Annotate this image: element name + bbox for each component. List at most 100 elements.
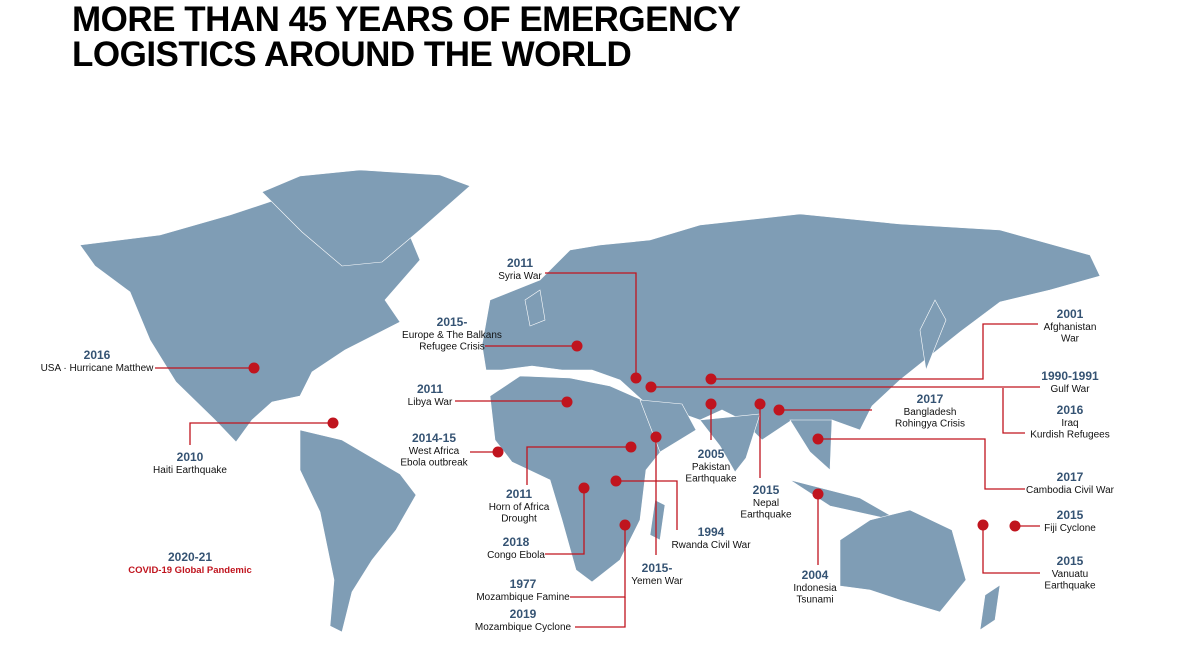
location-dot (812, 433, 824, 445)
connector (711, 323, 1038, 380)
event-year: 2018 (503, 535, 530, 549)
event-label: USA · Hurricane Matthew (41, 363, 155, 374)
location-dot (327, 417, 339, 429)
location-dot (492, 446, 504, 458)
connector (982, 525, 1040, 574)
location-dot (705, 373, 717, 385)
event-year: 2001 (1057, 307, 1084, 321)
event-label: Gulf War (1050, 384, 1090, 395)
location-dot (1009, 520, 1021, 532)
event-label: Afghanistan (1044, 322, 1097, 333)
location-dot (773, 404, 785, 416)
event-label: Bangladesh (904, 407, 957, 418)
event-year: 2005 (698, 447, 725, 461)
event-year: 2019 (510, 607, 537, 621)
connector (616, 480, 678, 530)
location-dot (645, 381, 657, 393)
britain (524, 289, 546, 327)
title: MORE THAN 45 YEARS OF EMERGENCY LOGISTIC… (72, 2, 741, 74)
location-dot (619, 519, 631, 531)
location-dot (625, 441, 637, 453)
event-label: Yemen War (631, 576, 683, 587)
location-dot (610, 475, 622, 487)
location-dot (705, 398, 717, 410)
location-dot (977, 519, 989, 531)
connector (545, 272, 637, 378)
event-label: Iraq (1061, 418, 1078, 429)
event-label: Rwanda Civil War (671, 540, 751, 551)
event-year: 2004 (802, 568, 829, 582)
event-year: 2015 (1057, 508, 1084, 522)
event-label: Horn of Africa (489, 502, 550, 513)
location-dot (812, 488, 824, 500)
event-year: 2011 (506, 487, 532, 501)
event-year: 2015- (437, 315, 468, 329)
location-dot (578, 482, 590, 494)
indonesia (789, 479, 903, 523)
southeast-asia (789, 419, 833, 471)
event-year: 2017 (1057, 470, 1084, 484)
event-label: Congo Ebola (487, 550, 545, 561)
australia (839, 509, 967, 613)
event-label: Fiji Cyclone (1044, 523, 1096, 534)
event-label: Cambodia Civil War (1026, 485, 1115, 496)
india (699, 413, 761, 473)
event-label: Drought (501, 514, 537, 525)
event-year: 1990-1991 (1041, 369, 1099, 383)
event-label: COVID-19 Global Pandemic (128, 565, 252, 576)
event-year: 2020-21 (168, 550, 212, 564)
event-label: Kurdish Refugees (1030, 430, 1110, 441)
event-label: Indonesia (793, 583, 837, 594)
location-dot (630, 372, 642, 384)
event-label: Vanuatu (1052, 569, 1089, 580)
event-year: 2017 (917, 392, 944, 406)
event-year: 2015 (753, 483, 780, 497)
eurasia (481, 213, 1101, 441)
connector (818, 438, 1025, 490)
event-year: 2010 (177, 450, 204, 464)
event-label: Earthquake (740, 510, 792, 521)
event-year: 2014-15 (412, 431, 456, 445)
event-year: 2016 (84, 348, 111, 362)
connector (575, 597, 626, 628)
event-year: 2011 (507, 256, 533, 270)
greenland (261, 169, 471, 267)
location-dot (754, 398, 766, 410)
event-year: 2015 (1057, 554, 1084, 568)
event-label: Nepal (753, 498, 779, 509)
new-zealand (979, 584, 1001, 631)
south-america (299, 429, 417, 633)
title-line: LOGISTICS AROUND THE WORLD (72, 35, 632, 74)
location-dot (248, 362, 260, 374)
connector (526, 446, 631, 485)
event-label: Rohingya Crisis (895, 419, 965, 430)
event-label: Mozambique Famine (476, 592, 570, 603)
event-label: Tsunami (796, 595, 833, 606)
event-label: Syria War (498, 271, 542, 282)
event-label: Pakistan (692, 462, 730, 473)
connector (1002, 388, 1025, 434)
event-label: West Africa (409, 446, 460, 457)
japan (919, 299, 947, 372)
event-label: Earthquake (1044, 581, 1096, 592)
event-year: 2015- (642, 561, 673, 575)
event-label: Haiti Earthquake (153, 465, 227, 476)
madagascar (649, 499, 666, 541)
event-label: War (1061, 334, 1080, 345)
location-dot (571, 340, 583, 352)
event-label: Mozambique Cyclone (475, 622, 572, 633)
location-dot (561, 396, 573, 408)
event-label: Earthquake (685, 474, 737, 485)
event-year: 1994 (698, 525, 725, 539)
event-year: 2011 (417, 382, 443, 396)
event-year: 2016 (1057, 403, 1084, 417)
location-dot (650, 431, 662, 443)
event-label: Refugee Crisis (419, 342, 485, 353)
connector (189, 422, 333, 445)
continents (79, 169, 1101, 633)
connector (545, 488, 585, 555)
event-label: Libya War (408, 397, 453, 408)
